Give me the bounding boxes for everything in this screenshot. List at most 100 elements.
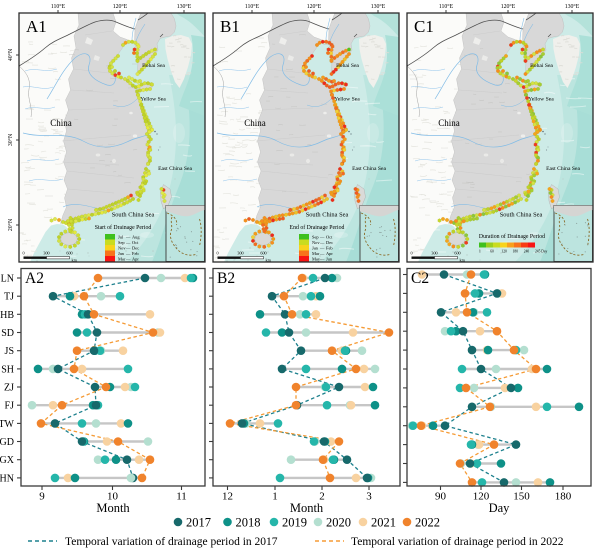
svg-text:2018: 2018 [236, 516, 261, 530]
svg-text:Temporal variation of drainage: Temporal variation of drainage period in… [65, 536, 278, 548]
svg-text:Duration of Drainage Period: Duration of Drainage Period [479, 233, 545, 240]
svg-text:0: 0 [216, 251, 218, 256]
svg-text:Dec: Dec [326, 240, 333, 245]
svg-text:—: — [125, 256, 131, 261]
svg-text:South China Sea: South China Sea [112, 212, 155, 219]
svg-text:East China Sea: East China Sea [158, 166, 192, 172]
svg-text:Apr: Apr [132, 256, 139, 261]
svg-text:600: 600 [66, 251, 72, 256]
svg-text:12: 12 [222, 491, 233, 503]
svg-text:Aug: Aug [132, 234, 140, 239]
svg-text:Feb: Feb [132, 251, 139, 256]
svg-text:300: 300 [43, 251, 49, 256]
svg-text:2019: 2019 [282, 516, 307, 530]
svg-text:km: km [460, 258, 466, 263]
svg-text:TJ: TJ [4, 292, 14, 303]
svg-text:Oct: Oct [132, 240, 139, 245]
svg-text:—: — [125, 251, 131, 256]
svg-text:180: 180 [555, 491, 572, 503]
svg-text:130°E: 130°E [565, 3, 580, 10]
svg-text:120: 120 [473, 491, 490, 503]
svg-text:Nov: Nov [118, 245, 126, 250]
svg-text:South China Sea: South China Sea [500, 212, 543, 219]
svg-text:Yellow Sea: Yellow Sea [528, 97, 554, 103]
svg-text:Month: Month [96, 501, 130, 515]
svg-text:Yellow Sea: Yellow Sea [140, 97, 166, 103]
svg-text:0: 0 [22, 251, 24, 256]
svg-text:11: 11 [176, 491, 187, 503]
svg-text:—: — [125, 245, 131, 250]
svg-text:120°E: 120°E [501, 3, 516, 10]
svg-text:10: 10 [107, 491, 119, 503]
svg-text:JS: JS [5, 346, 14, 357]
svg-text:—: — [319, 251, 325, 256]
svg-text:130°E: 130°E [177, 3, 192, 10]
svg-text:Feb: Feb [326, 245, 333, 250]
svg-text:Sep: Sep [312, 234, 319, 239]
svg-text:Sep: Sep [118, 240, 125, 245]
svg-text:Jan: Jan [312, 245, 319, 250]
svg-text:Jun: Jun [326, 256, 333, 261]
svg-text:Mar: Mar [118, 256, 126, 261]
svg-text:600: 600 [260, 251, 266, 256]
svg-text:HB: HB [0, 310, 14, 321]
svg-text:Start of Drainage Period: Start of Drainage Period [95, 224, 152, 231]
svg-text:A2: A2 [25, 270, 44, 287]
svg-text:600: 600 [454, 251, 460, 256]
svg-text:End of Drainage Period: End of Drainage Period [290, 224, 345, 231]
svg-text:SH: SH [1, 364, 14, 375]
svg-text:—: — [319, 245, 325, 250]
svg-text:Jan: Jan [118, 251, 125, 256]
svg-text:Temporal variation of drainage: Temporal variation of drainage period in… [351, 536, 564, 548]
svg-text:245 Day: 245 Day [535, 250, 547, 254]
svg-text:HN: HN [0, 473, 14, 484]
svg-text:—: — [319, 256, 325, 261]
svg-text:GD: GD [0, 437, 14, 448]
svg-text:110°E: 110°E [245, 3, 260, 10]
svg-text:—: — [125, 234, 131, 239]
svg-text:C1: C1 [414, 17, 434, 36]
svg-text:Oct: Oct [326, 234, 333, 239]
svg-text:120°E: 120°E [307, 3, 322, 10]
svg-text:2021: 2021 [371, 516, 396, 530]
svg-text:Bohai Sea: Bohai Sea [142, 63, 165, 69]
svg-text:150: 150 [513, 491, 530, 503]
svg-text:Mar: Mar [312, 251, 320, 256]
svg-text:—: — [319, 240, 325, 245]
svg-text:0: 0 [410, 251, 412, 256]
svg-text:2022: 2022 [415, 516, 440, 530]
svg-text:300: 300 [237, 251, 243, 256]
svg-text:Jul: Jul [118, 234, 124, 239]
svg-text:Nov: Nov [312, 240, 320, 245]
svg-text:1: 1 [479, 250, 481, 254]
svg-text:TW: TW [0, 419, 15, 430]
svg-text:110°E: 110°E [439, 3, 454, 10]
svg-text:Day: Day [489, 501, 511, 515]
svg-text:3: 3 [366, 491, 372, 503]
svg-text:FJ: FJ [5, 401, 15, 412]
svg-text:East China Sea: East China Sea [352, 166, 386, 172]
svg-text:9: 9 [39, 491, 45, 503]
svg-text:Dec: Dec [132, 245, 139, 250]
svg-text:120°E: 120°E [113, 3, 128, 10]
svg-text:Month: Month [290, 501, 324, 515]
svg-text:—: — [125, 240, 131, 245]
svg-text:90: 90 [435, 491, 447, 503]
svg-text:60: 60 [490, 250, 494, 254]
svg-text:Yellow Sea: Yellow Sea [334, 97, 360, 103]
svg-text:1: 1 [272, 491, 278, 503]
svg-text:B1: B1 [220, 17, 240, 36]
svg-text:40°N: 40°N [7, 48, 14, 61]
svg-text:—: — [319, 234, 325, 239]
svg-text:300: 300 [431, 251, 437, 256]
svg-text:China: China [50, 118, 72, 128]
svg-text:B2: B2 [217, 270, 235, 287]
svg-text:Bohai Sea: Bohai Sea [530, 63, 553, 69]
svg-text:120: 120 [501, 250, 507, 254]
svg-text:km: km [266, 258, 272, 263]
svg-text:20°N: 20°N [7, 218, 14, 231]
svg-text:May: May [312, 256, 321, 261]
svg-text:240: 240 [524, 250, 530, 254]
svg-text:180: 180 [513, 250, 519, 254]
svg-text:110°E: 110°E [51, 3, 66, 10]
